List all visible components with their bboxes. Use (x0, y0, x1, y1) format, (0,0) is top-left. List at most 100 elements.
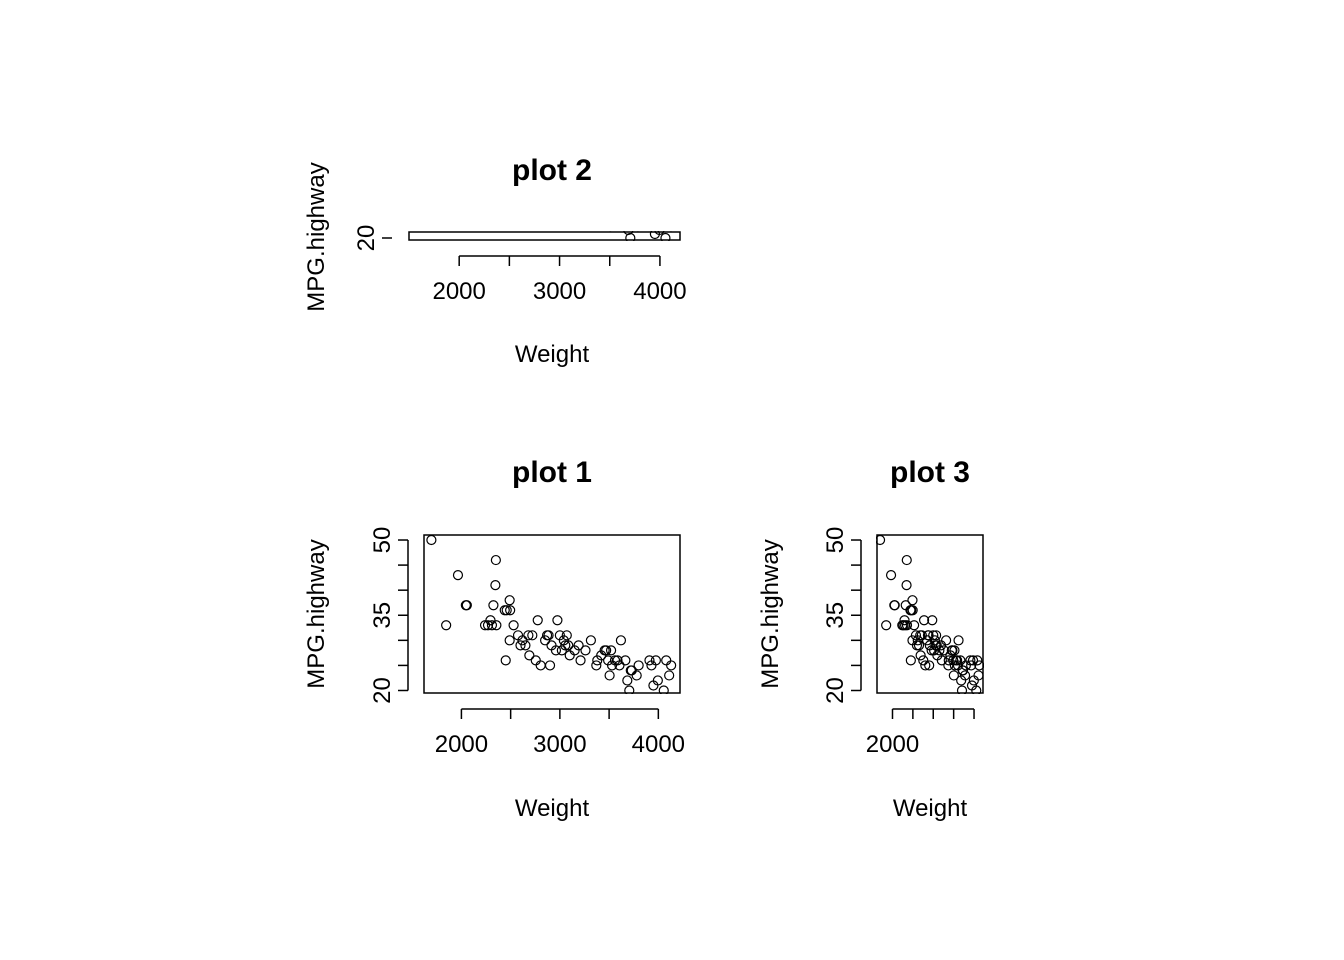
plot1-point (563, 640, 574, 651)
plot1-x-tick-label: 4000 (632, 731, 685, 758)
plot1-x-tick-label: 2000 (435, 731, 488, 758)
plot1-point (501, 605, 512, 616)
plot1-point (575, 655, 586, 666)
plot2-y-axis-label: MPG.highway (303, 162, 330, 311)
plot1-point (452, 570, 464, 581)
plot1-point (612, 655, 623, 666)
plot1-point (573, 640, 584, 651)
plot1-point (644, 655, 655, 666)
plot3-y-axis-label: MPG.highway (757, 539, 784, 688)
plot2-points (609, 231, 672, 241)
plot1-x-tick-label: 3000 (533, 731, 586, 758)
plot3-point (901, 580, 912, 591)
plot3-point (901, 620, 913, 631)
plot1-point (591, 660, 602, 671)
plot3-point (948, 670, 959, 681)
plot3-point (941, 635, 952, 646)
plot2-x-axis: 2000 3000 4000 (432, 255, 687, 305)
plot1-point (650, 655, 661, 666)
plot1-point (488, 600, 499, 611)
plot1-title: plot 1 (512, 456, 592, 489)
plot3-point (957, 665, 969, 676)
plot1-point (622, 675, 633, 686)
plot3-point (955, 655, 966, 666)
plot1-point (585, 635, 596, 646)
panel-plot1: plot 1 2000 3000 4000 20 35 50 Weight MPG.hi… (303, 456, 685, 822)
plot3-point (943, 655, 954, 666)
plot1-point (461, 600, 472, 611)
plot1-point (561, 630, 572, 641)
plot2-plot-box (408, 231, 681, 241)
plot3-x-axis-label: Weight (893, 795, 968, 822)
plot3-point (922, 635, 933, 646)
plot1-plot-box (423, 534, 681, 694)
plot3-point (965, 655, 976, 666)
plot3-point (928, 645, 940, 656)
plot1-point (624, 685, 635, 694)
plot3-point (901, 554, 912, 566)
plot3-point (876, 534, 886, 546)
plot1-point (543, 630, 554, 641)
plot3-point (908, 620, 920, 631)
plot2-point (625, 232, 636, 241)
plot1-point (615, 635, 627, 646)
plot3-point (949, 660, 960, 671)
plot3-point (923, 630, 934, 641)
plot1-point (485, 615, 496, 626)
plot2-point (654, 231, 665, 236)
plot3-point (934, 645, 945, 656)
plot1-y-tick-label: 50 (369, 527, 396, 554)
plot1-point (620, 655, 631, 666)
plot1-point (520, 640, 531, 651)
plot3-y-tick-label: 35 (822, 602, 849, 629)
plot1-y-axis: 20 35 50 (369, 527, 409, 704)
plot3-point (971, 685, 982, 694)
plot3-point (924, 660, 935, 671)
plot3-point (913, 640, 925, 651)
plot1-point (504, 635, 515, 646)
plot1-point (605, 645, 617, 656)
plot1-point (490, 554, 501, 566)
plot2-y-tick-label: 20 (353, 225, 380, 252)
plot3-point (920, 660, 931, 671)
plot3-point (931, 640, 942, 651)
plot1-point (633, 660, 644, 671)
plot2-y-axis: 20 (353, 225, 392, 252)
plot3-point (936, 655, 947, 666)
plot3-point (972, 655, 983, 666)
plot3-point (910, 630, 922, 641)
plot1-point (490, 580, 501, 591)
plot3-points (876, 534, 984, 694)
plot3-point (907, 605, 918, 616)
plot3-point (918, 655, 929, 666)
plot3-point (927, 615, 938, 626)
plot3-point (899, 615, 910, 626)
plot3-point (905, 655, 916, 666)
plot1-point (517, 635, 528, 646)
plot3-point (928, 630, 939, 641)
plot2-x-axis-label: Weight (515, 341, 590, 368)
plot1-point (560, 640, 571, 651)
plot3-plot-box (876, 534, 984, 694)
plot1-point (614, 660, 625, 671)
plot1-point (426, 534, 437, 546)
plot2-title: plot 2 (512, 154, 592, 187)
plot3-x-tick-label: 2000 (866, 731, 919, 758)
plot1-point (604, 670, 615, 681)
plot1-y-tick-label: 35 (369, 602, 396, 629)
plot3-point (889, 600, 900, 611)
plot2-point (660, 232, 671, 241)
plot1-point (500, 655, 511, 666)
plot1-point (631, 670, 642, 681)
plot3-y-tick-label: 50 (822, 527, 849, 554)
plot1-x-axis: 2000 3000 4000 (435, 708, 685, 758)
panel-plot2: plot 2 2000 3000 4000 20 Weight MPG.highwa… (303, 154, 687, 368)
plot3-point (953, 635, 964, 646)
plot3-y-axis: 20 35 50 (822, 527, 862, 704)
plot1-point (504, 595, 515, 606)
plot1-y-axis-label: MPG.highway (303, 539, 330, 688)
plot1-point (540, 635, 551, 646)
plot3-point (907, 595, 918, 606)
plot1-point (523, 630, 534, 641)
